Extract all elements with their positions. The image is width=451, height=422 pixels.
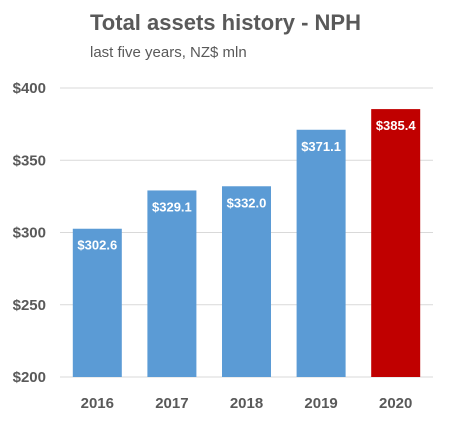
y-tick-label: $300 bbox=[13, 225, 46, 242]
x-tick-label-2020: 2020 bbox=[379, 395, 412, 412]
data-label-2020: $385.4 bbox=[376, 118, 417, 133]
data-label-2019: $371.1 bbox=[301, 139, 341, 154]
y-axis-tick-labels: $200 $250 $300 $350 $400 bbox=[13, 80, 46, 386]
y-tick-label: $350 bbox=[13, 152, 46, 169]
y-tick-label: $250 bbox=[13, 297, 46, 314]
data-label-2017: $329.1 bbox=[152, 199, 192, 214]
x-tick-label-2019: 2019 bbox=[304, 395, 337, 412]
bar-2019 bbox=[296, 129, 346, 377]
chart-title: Total assets history - NPH bbox=[90, 10, 361, 35]
y-tick-label: $400 bbox=[13, 80, 46, 97]
x-tick-label-2016: 2016 bbox=[81, 395, 114, 412]
x-tick-label-2017: 2017 bbox=[155, 395, 188, 412]
data-label-2018: $332.0 bbox=[227, 195, 267, 210]
bar-2020 bbox=[371, 109, 421, 378]
bar-2018 bbox=[222, 186, 271, 377]
x-axis-tick-labels: 2016 2017 2018 2019 2020 bbox=[81, 395, 413, 412]
bar-2016 bbox=[72, 228, 122, 377]
data-label-2016: $302.6 bbox=[77, 238, 117, 253]
y-tick-label: $200 bbox=[13, 369, 46, 386]
bars: $302.6 $329.1 $332.0 $371.1 $385.4 bbox=[72, 109, 421, 378]
bar-2017 bbox=[147, 190, 197, 377]
chart-subtitle: last five years, NZ$ mln bbox=[90, 44, 247, 61]
x-tick-label-2018: 2018 bbox=[230, 395, 263, 412]
